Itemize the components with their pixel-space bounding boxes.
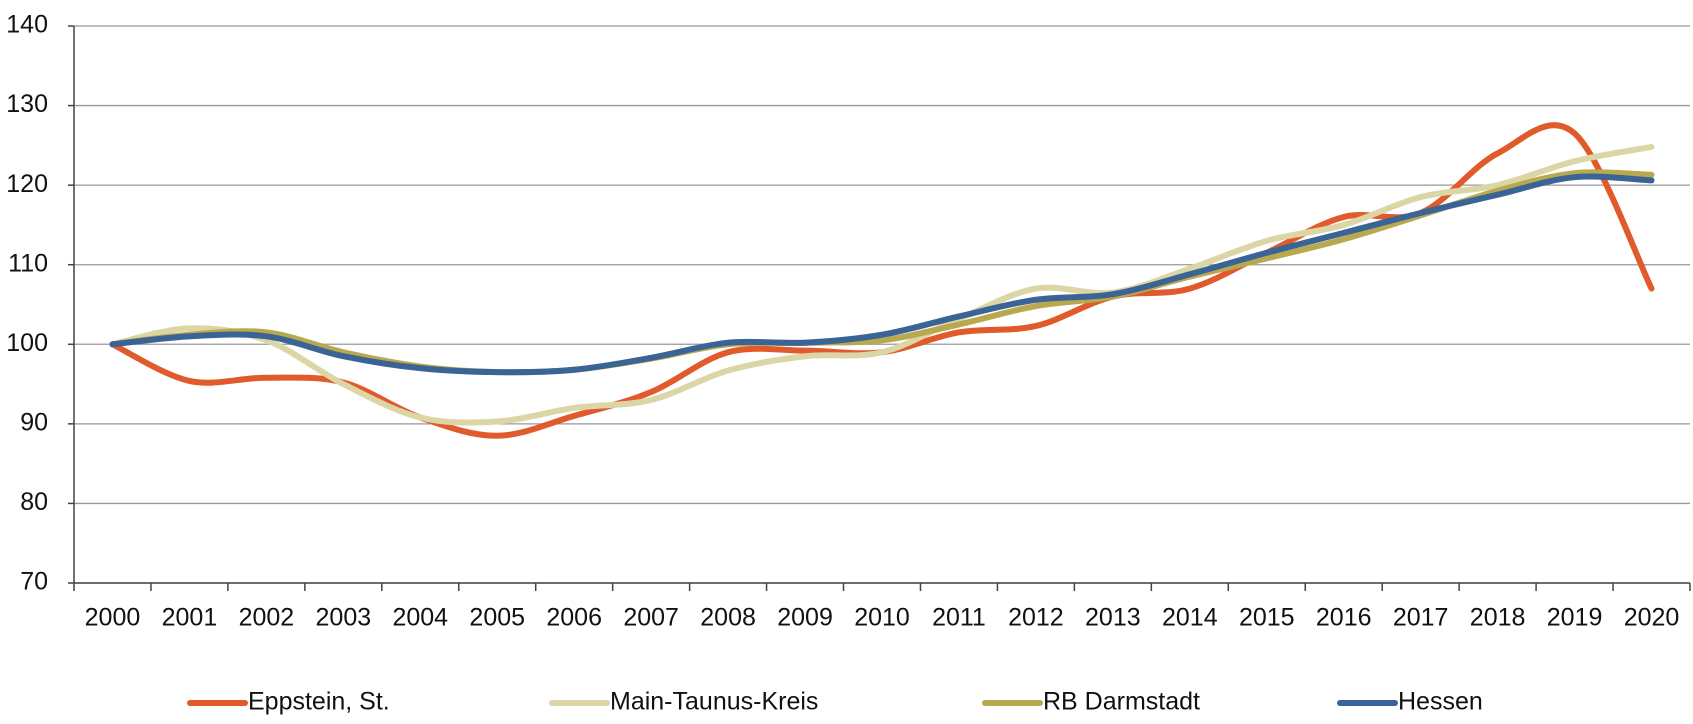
x-tick-label: 2003 — [316, 604, 372, 632]
x-tick-label: 2019 — [1547, 604, 1603, 632]
y-tick-label: 120 — [6, 170, 48, 198]
x-tick-label: 2007 — [623, 604, 679, 632]
y-tick-label: 110 — [8, 249, 48, 277]
x-tick-label: 2015 — [1239, 604, 1295, 632]
y-tick-label: 90 — [20, 408, 48, 436]
y-tick-label: 130 — [6, 90, 48, 118]
series-line — [109, 173, 1655, 376]
x-tick-label: 2018 — [1470, 604, 1526, 632]
y-tick-label: 70 — [20, 568, 48, 596]
x-tick-label: 2013 — [1085, 604, 1141, 632]
x-tick-label: 2020 — [1624, 604, 1680, 632]
x-tick-label: 2008 — [700, 604, 756, 632]
series-line — [109, 169, 1655, 376]
x-tick-label: 2002 — [239, 604, 295, 632]
x-tick-label: 2012 — [1008, 604, 1064, 632]
x-tick-label: 2011 — [932, 604, 986, 632]
x-tick-label: 2016 — [1316, 604, 1372, 632]
series-line — [109, 143, 1655, 426]
x-tick-label: 2005 — [469, 604, 525, 632]
y-tick-label: 140 — [6, 11, 48, 39]
legend-label: Eppstein, St. — [248, 688, 390, 716]
series-line — [109, 122, 1655, 439]
x-tick-label: 2009 — [777, 604, 833, 632]
legend-label: Main-Taunus-Kreis — [610, 688, 818, 716]
y-tick-label: 100 — [6, 329, 48, 357]
x-tick-label: 2010 — [854, 604, 910, 632]
x-tick-label: 2017 — [1393, 604, 1449, 632]
y-tick-label: 80 — [20, 488, 48, 516]
x-tick-label: 2000 — [85, 604, 141, 632]
x-tick-label: 2014 — [1162, 604, 1218, 632]
legend-label: RB Darmstadt — [1043, 688, 1200, 716]
x-tick-label: 2006 — [546, 604, 602, 632]
x-tick-label: 2004 — [392, 604, 448, 632]
legend-label: Hessen — [1398, 688, 1483, 716]
x-tick-label: 2001 — [162, 604, 218, 632]
